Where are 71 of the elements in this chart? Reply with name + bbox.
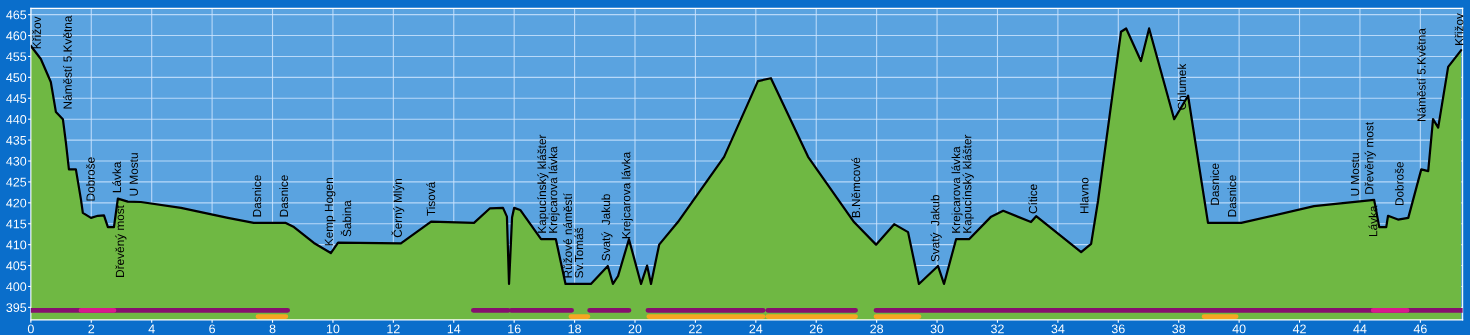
x-tick-label: 36 <box>1111 324 1125 334</box>
x-tick-label: 20 <box>628 324 642 334</box>
annotation: Krejcarova lávka <box>621 151 633 239</box>
y-tick-label: 460 <box>6 31 27 41</box>
x-tick-label: 30 <box>930 324 944 334</box>
y-tick-label: 435 <box>6 135 27 145</box>
annotation: Lávka <box>112 161 122 193</box>
annotation: Křižov <box>32 16 41 49</box>
x-tick-label: 10 <box>326 324 340 334</box>
y-tick-label: 400 <box>6 282 27 292</box>
x-tick-label: 22 <box>689 324 702 334</box>
annotation: Kapucínský klášter <box>537 134 549 233</box>
x-tick-label: 40 <box>1232 324 1246 334</box>
y-tick-label: 425 <box>6 177 27 187</box>
y-tick-label: 455 <box>6 52 27 62</box>
annotation: Náměstí 5.Května <box>1416 28 1426 122</box>
x-tick-label: 38 <box>1172 324 1186 334</box>
y-tick-label: 420 <box>6 198 27 208</box>
annotation: Svatý Jakub <box>930 195 942 262</box>
annotation: U Mostu <box>1350 153 1360 196</box>
annotation: Hlavno <box>1079 177 1089 214</box>
annotation: U Mostu <box>129 153 138 196</box>
y-tick-label: 450 <box>6 73 27 83</box>
annotation: Růžové náměstí <box>562 193 573 278</box>
annotation: Krejcarova lávka <box>548 146 560 233</box>
y-tick-label: 415 <box>6 219 27 229</box>
annotation: Dasnice <box>252 175 262 217</box>
annotation: Kemp Hogen <box>324 178 336 246</box>
annotation: Krejcarova lávka <box>951 146 963 233</box>
annotation: Dasnice <box>1210 163 1220 205</box>
y-tick-label: 445 <box>6 94 27 103</box>
x-tick-label: 6 <box>209 324 216 334</box>
annotation: Šabina <box>340 200 352 237</box>
x-tick-label: 14 <box>447 324 461 334</box>
annotation: Svatý Jakub <box>601 194 613 261</box>
y-tick-label: 410 <box>6 240 27 250</box>
y-tick-label: 430 <box>6 156 27 166</box>
x-tick-label: 24 <box>749 324 763 334</box>
annotation: Černý Mlýn <box>391 178 405 238</box>
x-tick-label: 8 <box>269 324 276 334</box>
x-tick-label: 28 <box>870 324 884 334</box>
y-tick-label: 440 <box>6 115 27 124</box>
x-tick-label: 16 <box>508 324 521 334</box>
annotation: Dřevěný most <box>1364 122 1376 194</box>
x-tick-label: 4 <box>148 324 155 334</box>
x-tick-label: 44 <box>1353 324 1367 334</box>
annotation: Kapucínský klášter <box>962 134 974 233</box>
annotation: Cítice <box>1028 184 1038 214</box>
x-tick-label: 0 <box>27 324 34 334</box>
annotation: Dasnice <box>1227 175 1237 217</box>
x-tick-label: 26 <box>809 324 823 334</box>
x-tick-label: 32 <box>991 324 1004 334</box>
annotation: Dřevěný most <box>115 205 127 277</box>
y-tick-label: 395 <box>6 303 27 313</box>
annotation: Tisová <box>426 181 436 216</box>
x-tick-label: 34 <box>1051 324 1065 334</box>
annotation: Křižov <box>1454 13 1464 45</box>
x-tick-label: 18 <box>568 324 581 334</box>
annotation: Dobroše <box>86 157 95 201</box>
annotation: Sv.Tomáš <box>574 227 584 278</box>
annotation: B.Němcové <box>851 157 861 218</box>
x-tick-label: 2 <box>88 324 95 334</box>
annotation: Chlumek <box>1177 63 1187 110</box>
annotation: Dobroše <box>1394 161 1404 206</box>
y-tick-label: 465 <box>6 10 27 20</box>
annotation: Dasnice <box>279 175 289 217</box>
y-tick-label: 405 <box>6 261 27 271</box>
x-tick-label: 42 <box>1292 324 1306 334</box>
annotation: Náměstí 5.Května <box>62 15 72 109</box>
x-tick-label: 46 <box>1413 324 1427 334</box>
x-tick-label: 12 <box>387 324 400 334</box>
